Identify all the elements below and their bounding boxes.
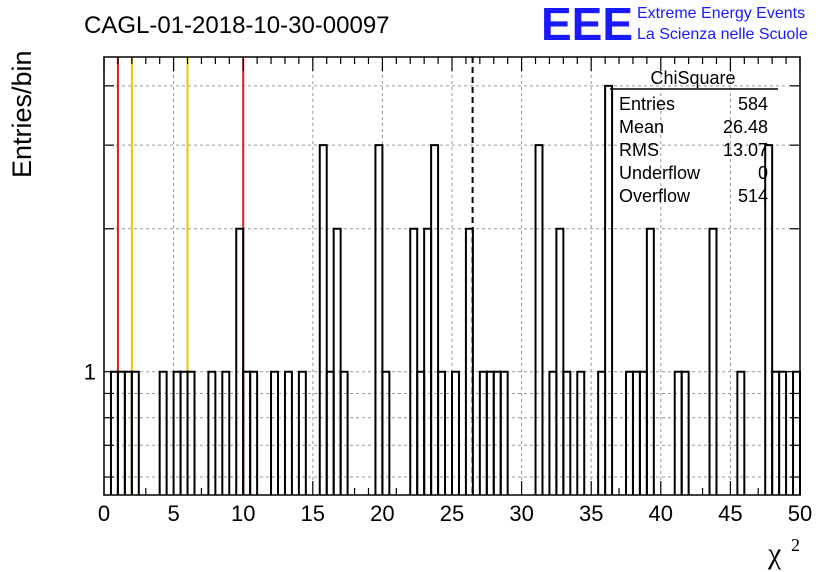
logo-line2: La Scienza nelle Scuole [637,26,808,43]
histogram-bin [597,370,607,495]
histogram-bin [235,227,245,495]
histogram-bin [318,144,328,495]
histogram-bin [451,370,460,495]
histogram-bin [555,227,565,495]
stats-underflow-value: 0 [758,163,768,183]
histogram-bin [548,370,558,495]
histogram-bin [625,370,634,495]
histogram-bin [270,370,279,495]
stats-title: ChiSquare [650,68,735,88]
x-tick-label: 50 [788,501,812,526]
histogram-bin [283,370,293,495]
stats-overflow-value: 514 [738,186,768,206]
x-tick-label: 10 [231,501,255,526]
stats-rms-label: RMS [619,140,659,160]
histogram-bin [492,370,502,495]
histogram-bin [708,227,718,495]
histogram-bin [485,370,495,495]
histogram-bin [736,370,746,495]
stats-entries-label: Entries [619,94,675,114]
histogram-bin [325,370,335,495]
histogram-bin [562,370,572,495]
stats-mean-value: 26.48 [723,117,768,137]
histogram-bin [464,227,474,495]
histogram-bin [339,370,349,495]
x-tick-label: 20 [370,501,394,526]
histogram-bin [771,370,781,495]
histogram-bin [680,370,690,495]
histogram-bin [604,84,614,495]
histogram-bin [764,144,774,495]
histogram-bin [116,370,126,495]
histogram-bin [249,370,259,495]
histogram-bin [423,227,433,495]
histogram-bin [374,144,384,495]
histogram-bin [430,144,440,495]
histogram-bin [437,370,447,495]
histogram-bin [499,370,509,495]
histogram-bin [409,227,419,495]
histogram-bin [478,370,488,495]
x-tick-label: 30 [509,501,533,526]
x-tick-label: 0 [98,501,110,526]
histogram-bin [130,370,140,495]
axes: 0 5 10 15 20 25 30 35 40 45 50 1 [84,56,812,526]
histogram-bin [158,370,168,495]
x-tick-label: 5 [167,501,179,526]
stats-overflow-label: Overflow [619,186,691,206]
histogram-bin [297,370,307,495]
x-axis-label-superscript: 2 [791,535,800,555]
x-tick-label: 40 [649,501,673,526]
x-tick-label: 15 [301,501,325,526]
histogram-bin [221,370,231,495]
histogram-bin [631,370,641,495]
histogram [109,84,801,495]
stats-box: ChiSquare Entries 584 Mean 26.48 RMS 13.… [610,68,778,206]
stats-mean-label: Mean [619,117,664,137]
eee-logo: EEE Extreme Energy Events La Scienza nel… [541,0,808,50]
logo-line1: Extreme Energy Events [637,5,805,22]
x-axis-label: χ 2 [767,535,800,570]
stats-underflow-label: Underflow [619,163,701,183]
histogram-bin [242,370,252,495]
histogram-bin [207,370,217,495]
histogram-bin [673,370,683,495]
histogram-bin [381,370,391,495]
stats-entries-value: 584 [738,94,768,114]
histogram-bin [186,370,196,495]
x-axis-label-base: χ [767,537,782,570]
histogram-bin [534,144,544,495]
histogram-bin [645,227,655,495]
x-tick-label: 35 [579,501,603,526]
histogram-bin [172,370,182,495]
x-tick-label: 45 [718,501,742,526]
reference-lines [116,57,474,495]
stats-rms-value: 13.07 [723,140,768,160]
y-axis-label: Entries/bin [7,50,37,178]
run-id-title: CAGL-01-2018-10-30-00097 [84,12,390,39]
histogram-bin [123,370,133,495]
logo-eee: EEE [541,0,633,50]
histogram-bin [778,370,788,495]
y-tick-label: 1 [84,360,96,385]
histogram-bin [638,370,648,495]
histogram-bin [416,370,426,495]
histogram-bin [179,370,189,495]
x-tick-label: 25 [440,501,464,526]
histogram-bin [332,227,342,495]
histogram-bin [576,370,586,495]
